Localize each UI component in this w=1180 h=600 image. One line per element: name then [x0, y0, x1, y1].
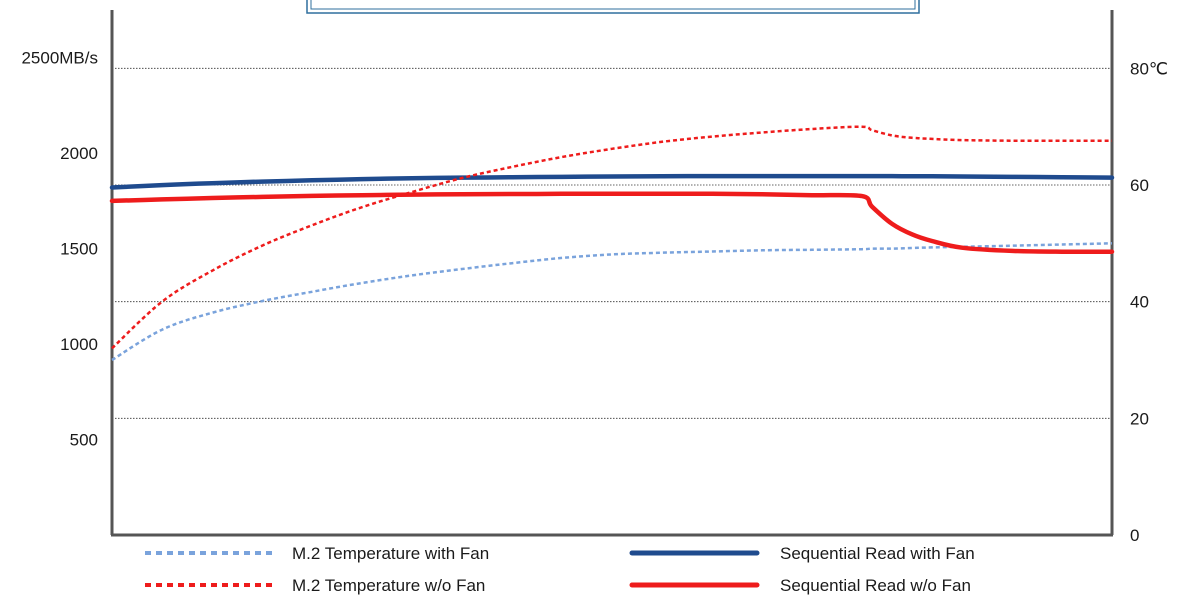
- series-layer: [109, 125, 1115, 362]
- right-axis-ticks: 0 20 40 60 80℃: [1130, 59, 1168, 545]
- series-line-3: [111, 125, 1112, 350]
- series-line-1: [111, 242, 1113, 362]
- left-tick-label-500: 500: [70, 431, 98, 450]
- left-tick-label-2000: 2000: [60, 144, 98, 163]
- right-tick-label-0: 0: [1130, 526, 1139, 545]
- series-line-2: [109, 173, 1115, 190]
- right-tick-label-60: 60: [1130, 176, 1149, 195]
- left-tick-label-1000: 1000: [60, 335, 98, 354]
- legend: M.2 Temperature with Fan Sequential Read …: [145, 544, 975, 595]
- right-tick-label-80: 80℃: [1130, 59, 1168, 78]
- left-tick-label-1500: 1500: [60, 240, 98, 259]
- right-tick-label-40: 40: [1130, 293, 1149, 312]
- legend-label-3: M.2 Temperature w/o Fan: [292, 576, 485, 595]
- legend-label-2: Sequential Read with Fan: [780, 544, 975, 563]
- left-axis-ticks: 500 1000 1500 2000 2500MB/s: [21, 49, 98, 450]
- axes-layer: [110, 10, 1114, 537]
- header-box-inner: [310, 0, 916, 10]
- grid-layer: [112, 67, 1112, 419]
- header-box-outer: [306, 0, 920, 14]
- left-tick-label-2500: 2500MB/s: [21, 49, 98, 68]
- legend-label-4: Sequential Read w/o Fan: [780, 576, 971, 595]
- right-tick-label-20: 20: [1130, 409, 1149, 428]
- series-line-4: [109, 191, 1115, 254]
- legend-label-1: M.2 Temperature with Fan: [292, 544, 489, 563]
